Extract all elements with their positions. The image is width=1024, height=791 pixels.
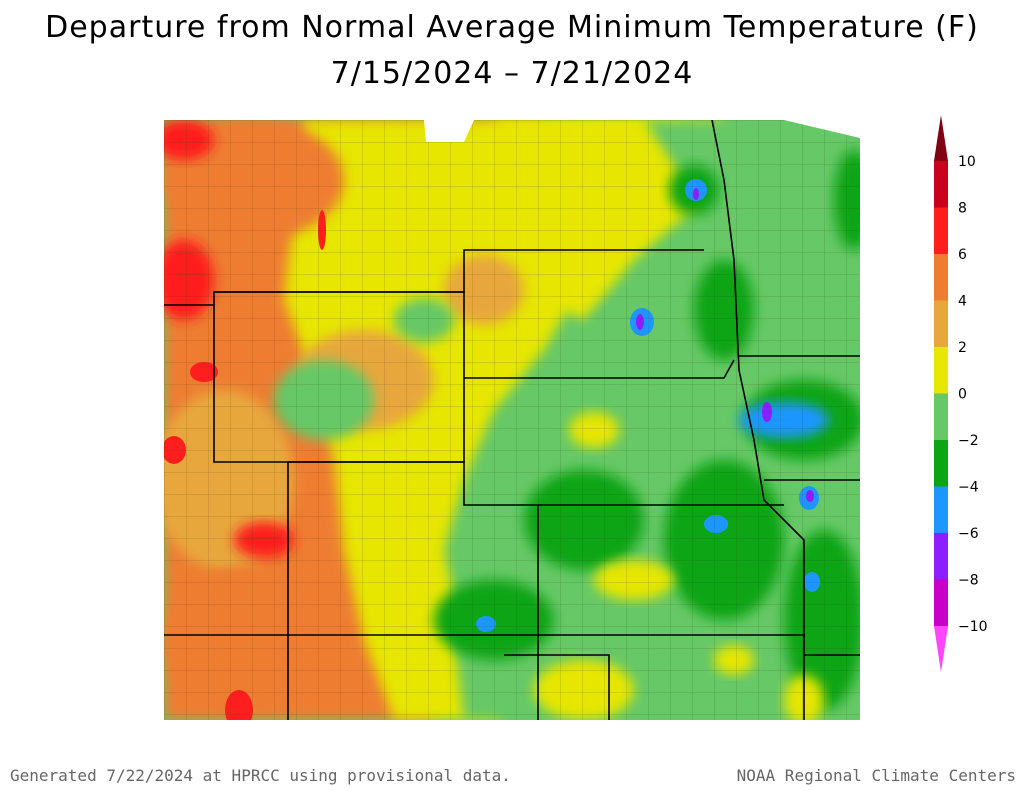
- legend-tick-label: −4: [958, 480, 979, 496]
- legend-tick-label: −10: [958, 619, 988, 635]
- legend-tick-label: −8: [958, 573, 979, 589]
- legend-tick-label: 10: [958, 154, 976, 170]
- legend-band: [934, 533, 948, 580]
- legend-tick-label: 8: [958, 201, 967, 217]
- legend-tick-label: −6: [958, 526, 979, 542]
- legend-tick-label: 4: [958, 294, 967, 310]
- legend-band: [934, 393, 948, 440]
- legend-bottom-arrow: [934, 626, 948, 672]
- legend-band: [934, 207, 948, 254]
- legend-band: [934, 300, 948, 347]
- legend-tick-label: 2: [958, 340, 967, 356]
- map-title: Departure from Normal Average Minimum Te…: [45, 10, 979, 45]
- map-date-range: 7/15/2024 – 7/21/2024: [330, 56, 694, 91]
- footer-generated-note: Generated 7/22/2024 at HPRCC using provi…: [10, 766, 511, 785]
- color-scale-legend: 10 8 6 4 2 0 −2 −4 −6 −8 −10: [934, 115, 988, 672]
- legend-band: [934, 579, 948, 626]
- legend-band: [934, 254, 948, 301]
- legend-band: [934, 440, 948, 487]
- state-boundaries: [164, 120, 860, 720]
- legend-tick-label: −2: [958, 433, 979, 449]
- temperature-shading: [164, 120, 860, 720]
- temperature-departure-map: [164, 120, 860, 720]
- legend-band: [934, 161, 948, 208]
- footer-source: NOAA Regional Climate Centers: [736, 766, 1016, 785]
- legend-tick-label: 6: [958, 247, 967, 263]
- legend-top-arrow: [934, 115, 948, 161]
- legend-band: [934, 486, 948, 533]
- legend-band: [934, 347, 948, 394]
- legend-tick-label: 0: [958, 387, 967, 403]
